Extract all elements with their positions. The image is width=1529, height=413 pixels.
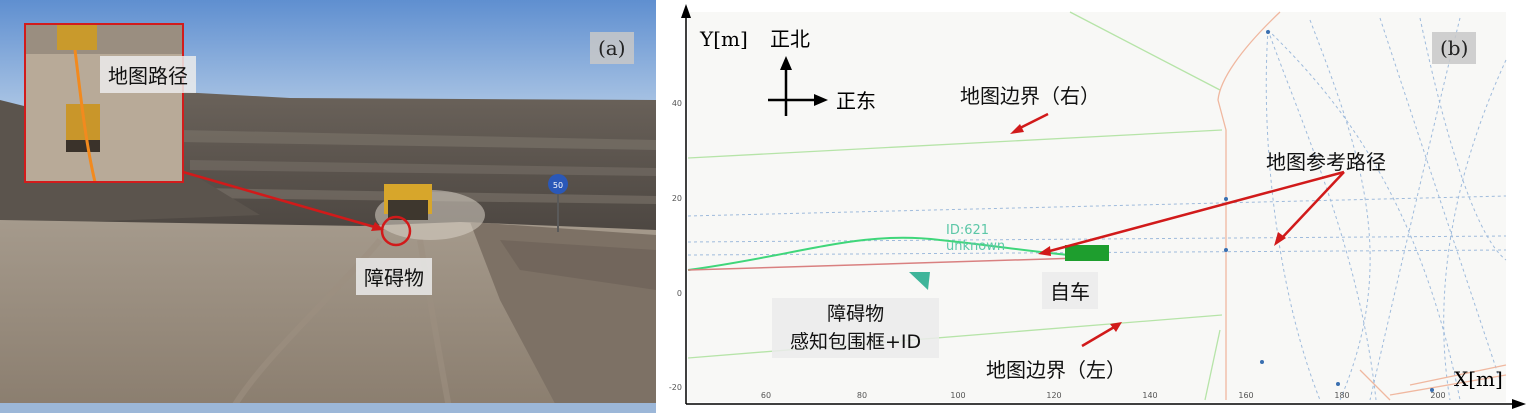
- y-tick-20: 20: [672, 194, 682, 203]
- planned-path-line: [687, 236, 1081, 271]
- x-tick-160: 160: [1238, 391, 1253, 400]
- obstacle-annotation-line1: 障碍物: [827, 303, 885, 325]
- sign-text: 50: [553, 181, 563, 190]
- obstacle-bounding-box: [909, 272, 930, 290]
- map-path-inset: [24, 23, 184, 183]
- mine-photo: 50: [0, 0, 656, 413]
- obstacle-annotation-line2: 感知包围框+ID: [790, 331, 922, 353]
- x-tick-200: 200: [1430, 391, 1445, 400]
- north-label: 正北: [770, 27, 810, 51]
- junction-nodes: [1224, 30, 1434, 392]
- map-boundaries: [687, 11, 1223, 401]
- obstacle-annotation: 障碍物 感知包围框+ID: [772, 298, 940, 358]
- y-tick-neg20: -20: [669, 383, 682, 392]
- ego-vehicle-label: 自车: [1042, 272, 1098, 309]
- x-axis-label: X[m]: [1454, 367, 1503, 391]
- x-tick-140: 140: [1142, 391, 1157, 400]
- reference-path-label: 地图参考路径: [1266, 150, 1386, 174]
- x-tick-80: 80: [857, 391, 867, 400]
- mine-photo-panel: 50 (a) 地图路径 障碍物: [0, 0, 656, 413]
- reference-path-line: [687, 257, 1081, 271]
- map-view-panel: ID:621 unknown 60 80 100 120 140 160 180…: [660, 0, 1529, 413]
- y-axis-label: Y[m]: [699, 27, 748, 51]
- track-id-text: ID:621: [946, 223, 989, 238]
- x-tick-120: 120: [1046, 391, 1061, 400]
- y-tick-0: 0: [677, 289, 682, 298]
- map-path-label: 地图路径: [100, 56, 196, 93]
- speed-sign-icon: [548, 174, 568, 194]
- annotation-arrows: [1015, 112, 1345, 348]
- panel-a-tag: (a): [590, 32, 634, 64]
- map-boundaries-junction: [1217, 11, 1507, 401]
- boundary-right-label: 地图边界（右）: [960, 84, 1100, 108]
- boundary-left-label: 地图边界（左）: [986, 358, 1126, 382]
- obstacle-label: 障碍物: [356, 258, 432, 295]
- y-tick-40: 40: [672, 99, 682, 108]
- compass-icon: [768, 66, 818, 116]
- panel-b-tag: (b): [1432, 32, 1477, 64]
- ego-vehicle-box: [1065, 245, 1109, 261]
- inset-pointer-arrow: [182, 170, 379, 230]
- track-class-text: unknown: [946, 239, 1005, 254]
- x-tick-100: 100: [950, 391, 965, 400]
- x-tick-180: 180: [1334, 391, 1349, 400]
- east-label: 正东: [836, 89, 876, 113]
- map-view: ID:621 unknown 60 80 100 120 140 160 180…: [669, 4, 1526, 409]
- obstacle-highlight-circle: [380, 215, 412, 247]
- x-tick-60: 60: [761, 391, 771, 400]
